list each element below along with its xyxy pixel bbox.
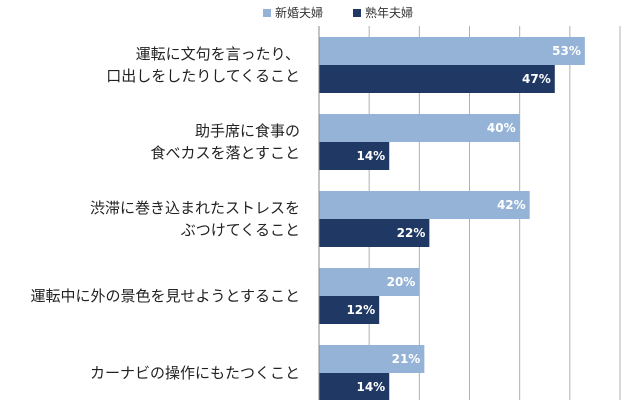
bar — [319, 142, 390, 170]
bar — [319, 296, 380, 324]
category-label: 助手席に食事の — [195, 122, 300, 140]
category-labels: 運転に文句を言ったり、口出しをしたりしてくること助手席に食事の食べカスを落とすこ… — [30, 45, 300, 382]
value-labels: 53% 40% 42% 20% 21% 47% 14% 22% 12% 14% — [346, 44, 580, 394]
bar — [319, 114, 520, 142]
legend-swatch — [353, 9, 361, 17]
bar — [319, 191, 530, 219]
category-label: 運転中に外の景色を見せようとすること — [30, 287, 300, 305]
legend-swatch — [263, 9, 271, 17]
category-label: ぶつけてくること — [181, 221, 300, 239]
category-label: 口出しをしたりしてくること — [106, 67, 300, 85]
data-label: 42% — [497, 198, 526, 212]
category-label: 運転に文句を言ったり、 — [136, 45, 300, 63]
data-label: 12% — [346, 303, 375, 317]
data-label: 21% — [392, 352, 421, 366]
bar — [319, 373, 390, 400]
data-label: 22% — [397, 226, 426, 240]
legend: 新婚夫婦 熟年夫婦 — [263, 5, 413, 20]
bar — [319, 37, 585, 65]
data-label: 14% — [356, 149, 385, 163]
data-label: 14% — [356, 380, 385, 394]
bar — [319, 268, 420, 296]
data-label: 40% — [487, 121, 516, 135]
bar — [319, 345, 425, 373]
category-label: カーナビの操作にもたつくこと — [90, 364, 300, 382]
bar — [319, 65, 555, 93]
data-label: 20% — [387, 275, 416, 289]
legend-label: 熟年夫婦 — [365, 5, 413, 20]
bars — [319, 37, 585, 400]
bar — [319, 219, 430, 247]
category-label: 渋滞に巻き込まれたストレスを — [90, 199, 300, 217]
category-label: 食べカスを落とすこと — [150, 144, 300, 162]
data-label: 47% — [522, 72, 551, 86]
legend-label: 新婚夫婦 — [275, 5, 323, 20]
data-label: 53% — [552, 44, 581, 58]
